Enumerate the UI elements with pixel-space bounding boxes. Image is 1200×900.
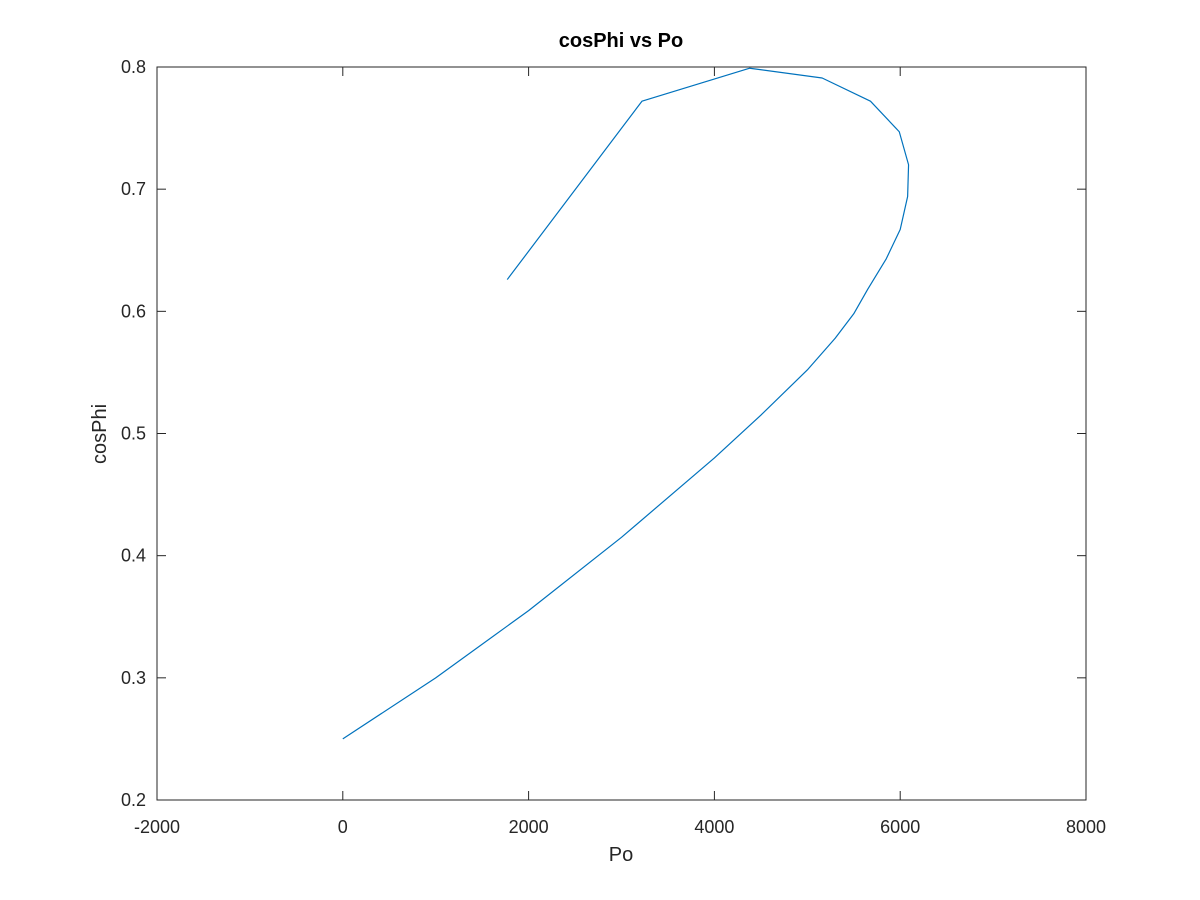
chart-title: cosPhi vs Po bbox=[559, 30, 684, 52]
x-tick-label: 6000 bbox=[880, 817, 920, 837]
x-tick-label: 0 bbox=[338, 817, 348, 837]
x-tick-label: 8000 bbox=[1066, 817, 1106, 837]
y-tick-label: 0.4 bbox=[121, 546, 146, 566]
x-axis-title: Po bbox=[609, 844, 633, 866]
y-tick-label: 0.3 bbox=[121, 668, 146, 688]
series-line bbox=[342, 67, 910, 740]
y-tick-label: 0.8 bbox=[121, 57, 146, 77]
ticks: -2000 0 2000 4000 6000 8000 0.2 0.3 0.4 0.5 0.6 0.7… bbox=[121, 57, 1106, 837]
axes-box bbox=[156, 66, 1087, 801]
x-tick-label: -2000 bbox=[134, 817, 180, 837]
y-axis-title: cosPhi bbox=[89, 404, 111, 464]
y-tick-label: 0.2 bbox=[121, 790, 146, 810]
x-tick-label: 4000 bbox=[694, 817, 734, 837]
y-tick-label: 0.6 bbox=[121, 301, 146, 321]
x-tick-label: 2000 bbox=[509, 817, 549, 837]
series-layer bbox=[342, 67, 910, 740]
y-tick-label: 0.5 bbox=[121, 424, 146, 444]
y-tick-label: 0.7 bbox=[121, 179, 146, 199]
axes bbox=[156, 66, 1087, 801]
